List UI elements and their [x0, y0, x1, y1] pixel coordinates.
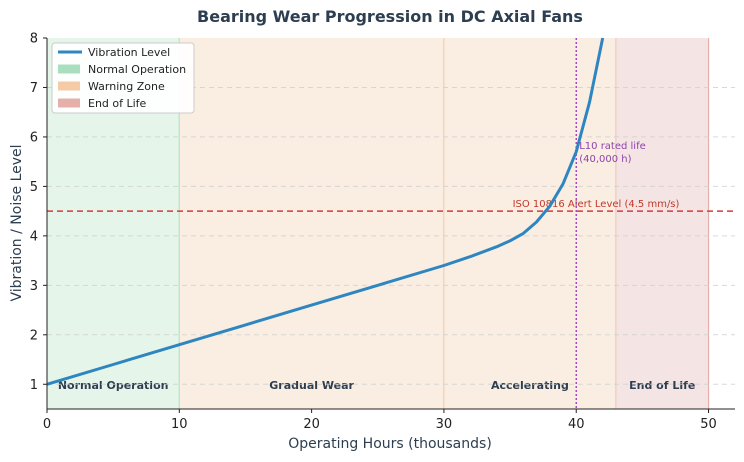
x-tick-label-0: 0: [43, 417, 51, 432]
legend-label-1: Normal Operation: [88, 63, 186, 76]
series-line-0: [46, 37, 605, 386]
zone-label-2: Accelerating: [491, 379, 569, 392]
zone-label-3: End of Life: [629, 379, 695, 392]
legend-label-2: Warning Zone: [88, 80, 165, 93]
x-tick-label-4: 40: [568, 417, 585, 432]
legend-box: [51, 42, 195, 114]
reference-lines-layer: ISO 10816 Alert Level (4.5 mm/s) L10 rate…: [47, 38, 735, 409]
y-tick-label-4: 5: [30, 180, 38, 195]
x-tick-label-1: 10: [171, 417, 188, 432]
y-tick-label-2: 3: [30, 279, 38, 294]
l10-label-line1: L10 rated life: [579, 141, 646, 152]
legend-patch-swatch-3: [58, 98, 80, 108]
zone-label-0: Normal Operation: [58, 379, 169, 392]
legend-patch-swatch-1: [58, 64, 80, 74]
zone-band-2: [443, 38, 616, 409]
legend: Vibration Level Normal Operation Warning Z…: [51, 42, 195, 114]
x-tick-label-2: 20: [303, 417, 320, 432]
y-tick-label-0: 1: [30, 378, 38, 393]
legend-patch-swatch-2: [58, 81, 80, 91]
axes-layer: [46, 38, 735, 410]
y-tick-label-1: 2: [30, 328, 38, 343]
y-tick-label-7: 8: [30, 32, 38, 47]
y-axis-label: Vibration / Noise Level: [9, 144, 25, 301]
x-axis-label: Operating Hours (thousands): [288, 436, 492, 452]
zone-label-1: Gradual Wear: [269, 379, 354, 392]
chart-title: Bearing Wear Progression in DC Axial Fan…: [197, 7, 583, 26]
y-tick-label-3: 4: [30, 229, 38, 244]
x-tick-label-5: 50: [700, 417, 717, 432]
legend-label-3: End of Life: [88, 97, 147, 110]
y-tick-label-6: 7: [30, 81, 38, 96]
alert-level-label: ISO 10816 Alert Level (4.5 mm/s): [513, 199, 680, 210]
y-tick-label-5: 6: [30, 130, 38, 145]
zone-band-3: [615, 38, 709, 409]
series-layer: [46, 37, 605, 386]
legend-label-0: Vibration Level: [88, 46, 170, 59]
zone-band-1: [179, 38, 444, 409]
l10-label-line2: (40,000 h): [579, 154, 631, 165]
ticks-layer: 0 10 20 30 40 50 1 2 3 4 5 6 7 8: [30, 32, 717, 433]
grid-layer: [47, 86, 735, 385]
x-tick-label-3: 30: [436, 417, 453, 432]
